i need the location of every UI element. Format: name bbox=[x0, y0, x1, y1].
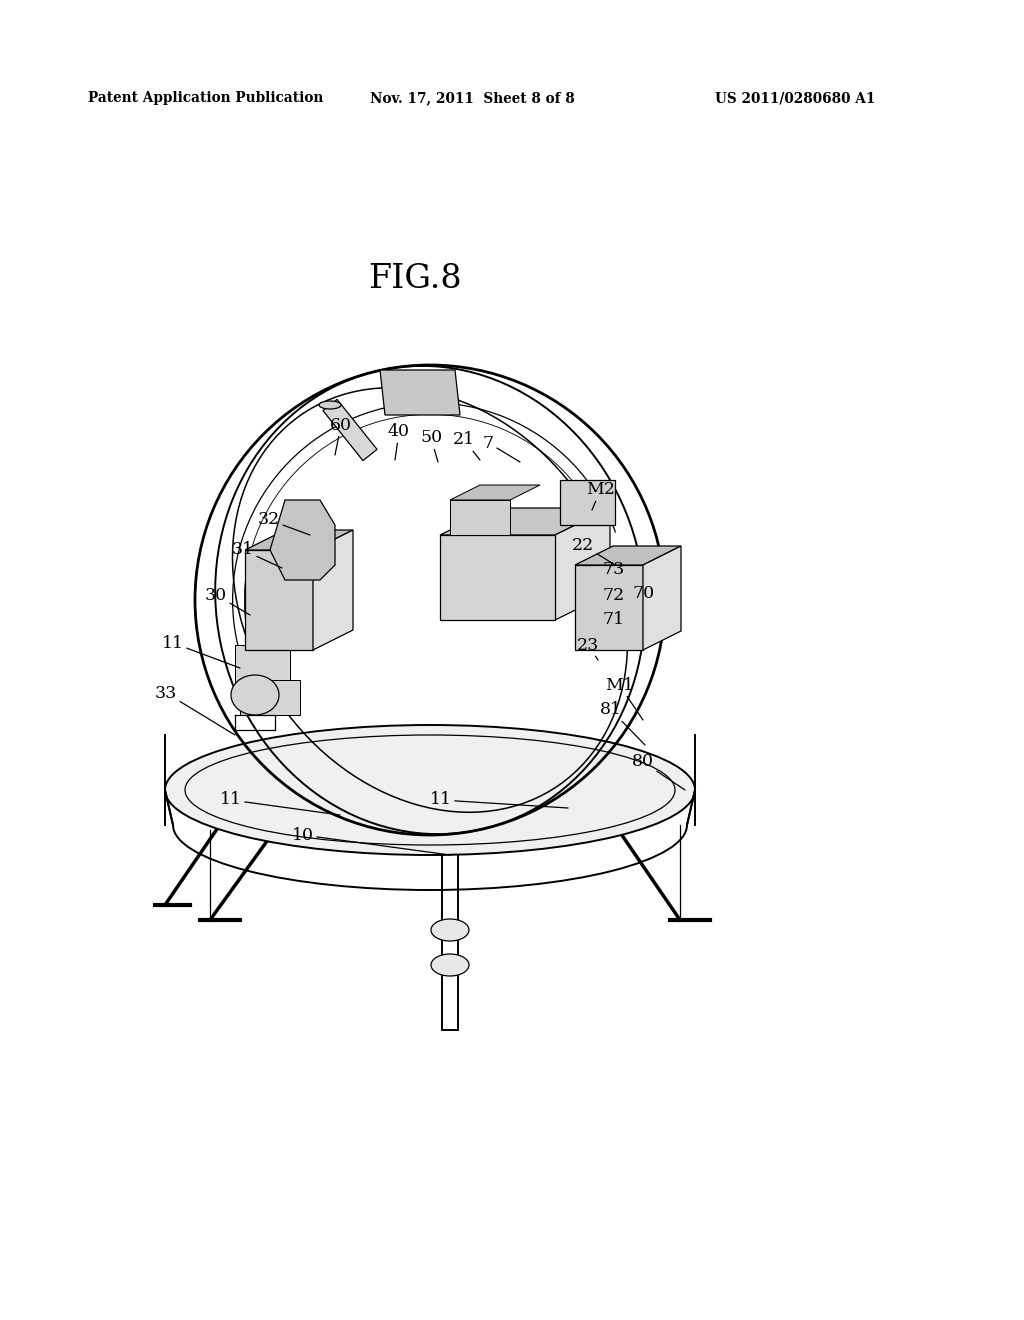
Polygon shape bbox=[240, 680, 300, 715]
Polygon shape bbox=[313, 531, 353, 649]
Polygon shape bbox=[555, 508, 610, 620]
Polygon shape bbox=[643, 546, 681, 649]
Text: 60: 60 bbox=[330, 417, 352, 455]
Ellipse shape bbox=[319, 401, 341, 409]
Text: 22: 22 bbox=[572, 536, 615, 565]
Text: 11: 11 bbox=[430, 792, 568, 808]
Polygon shape bbox=[575, 565, 643, 649]
Polygon shape bbox=[270, 500, 335, 579]
Text: M1: M1 bbox=[605, 676, 643, 719]
Text: M2: M2 bbox=[586, 482, 615, 510]
Text: 40: 40 bbox=[388, 424, 410, 459]
Ellipse shape bbox=[165, 725, 695, 855]
Polygon shape bbox=[323, 400, 377, 461]
Text: 81: 81 bbox=[600, 701, 645, 744]
Text: 80: 80 bbox=[632, 754, 685, 789]
Text: US 2011/0280680 A1: US 2011/0280680 A1 bbox=[715, 91, 876, 106]
Text: 21: 21 bbox=[453, 432, 480, 459]
Text: 71: 71 bbox=[602, 611, 624, 628]
Ellipse shape bbox=[431, 919, 469, 941]
Text: 50: 50 bbox=[420, 429, 442, 462]
Polygon shape bbox=[245, 550, 313, 649]
Polygon shape bbox=[450, 500, 510, 535]
Text: 31: 31 bbox=[232, 541, 282, 568]
Text: 10: 10 bbox=[292, 826, 450, 855]
Text: FIG.8: FIG.8 bbox=[369, 263, 462, 294]
Polygon shape bbox=[234, 645, 290, 685]
Polygon shape bbox=[440, 535, 555, 620]
Text: 7: 7 bbox=[483, 434, 520, 462]
Polygon shape bbox=[560, 480, 615, 525]
Polygon shape bbox=[575, 546, 681, 565]
Text: 72: 72 bbox=[602, 586, 625, 603]
Text: 33: 33 bbox=[155, 685, 234, 735]
Text: Patent Application Publication: Patent Application Publication bbox=[88, 91, 324, 106]
Text: 11: 11 bbox=[162, 635, 240, 668]
Text: 30: 30 bbox=[205, 586, 250, 615]
Polygon shape bbox=[450, 484, 540, 500]
Polygon shape bbox=[440, 508, 610, 535]
Ellipse shape bbox=[431, 954, 469, 975]
Text: 11: 11 bbox=[220, 792, 340, 814]
Text: 32: 32 bbox=[258, 511, 310, 535]
Text: 70: 70 bbox=[632, 585, 654, 602]
Polygon shape bbox=[245, 531, 353, 550]
Polygon shape bbox=[380, 370, 460, 414]
Text: Nov. 17, 2011  Sheet 8 of 8: Nov. 17, 2011 Sheet 8 of 8 bbox=[370, 91, 574, 106]
Text: 23: 23 bbox=[577, 636, 599, 660]
Text: 73: 73 bbox=[602, 561, 625, 578]
Ellipse shape bbox=[231, 675, 279, 715]
